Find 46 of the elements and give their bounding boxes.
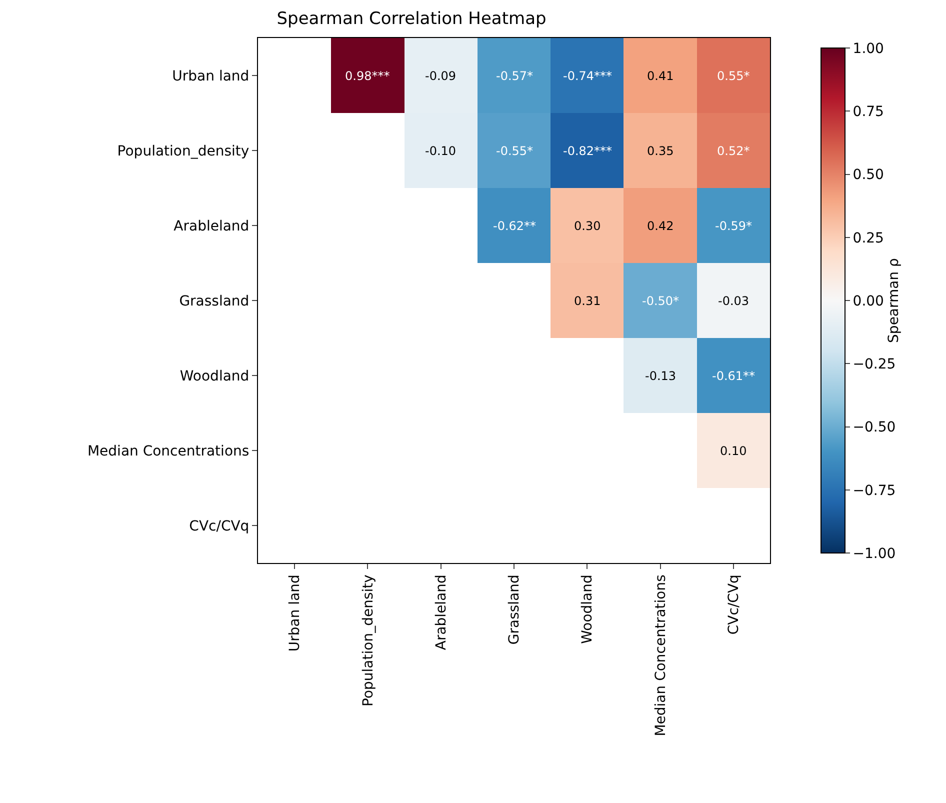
y-tick-label: Median Concentrations — [87, 443, 250, 460]
x-tick-label: Arableland — [433, 574, 450, 650]
data-label: 0.98*** — [345, 69, 390, 83]
x-tick-label: Urban land — [287, 574, 304, 652]
color-bar-label: −0.25 — [852, 356, 896, 373]
color-bar-label: 0.75 — [852, 104, 884, 120]
data-label: -0.82*** — [563, 144, 612, 158]
x-tick-label: Woodland — [580, 574, 596, 644]
color-bar-label: 0.00 — [852, 293, 884, 310]
data-label: -0.09 — [425, 69, 456, 83]
data-label: -0.03 — [718, 294, 750, 308]
color-bar-label: −0.75 — [852, 482, 896, 499]
x-tick-label: Grassland — [506, 574, 523, 645]
y-tick-label: Woodland — [180, 368, 250, 384]
data-label: 0.35 — [647, 144, 674, 158]
data-label: -0.62** — [493, 219, 536, 233]
data-label: -0.50* — [642, 294, 680, 308]
y-tick-label: Population_density — [117, 143, 250, 160]
color-bar-label: 0.50 — [852, 167, 884, 184]
data-label: 0.30 — [574, 219, 601, 233]
data-label: 0.55* — [717, 69, 750, 83]
data-label: -0.61** — [712, 369, 756, 383]
data-label: 0.41 — [647, 69, 674, 83]
chart-title: Spearman Correlation Heatmap — [276, 8, 546, 29]
data-label: -0.55* — [496, 144, 534, 158]
color-bar-title: Spearman ρ — [886, 258, 902, 343]
x-tick-label: Population_density — [360, 574, 376, 706]
color-bar-label: −1.00 — [852, 546, 896, 562]
x-tick-label: CVc/CVq — [726, 574, 742, 635]
y-tick-label: Grassland — [179, 293, 250, 310]
data-label: 0.52* — [717, 144, 750, 158]
y-tick-label: Arableland — [174, 218, 250, 234]
data-label: -0.57* — [496, 69, 534, 83]
y-tick-label: Urban land — [172, 68, 250, 84]
color-bar-label: 1.00 — [852, 40, 884, 57]
x-tick-label: Median Concentrations — [652, 574, 669, 736]
color-bar-label: −0.50 — [852, 420, 896, 436]
data-label: 0.42 — [647, 219, 674, 233]
data-label: -0.10 — [425, 144, 456, 158]
data-label: 0.10 — [720, 444, 747, 458]
data-label: -0.74*** — [563, 69, 612, 83]
data-label: -0.59* — [715, 219, 752, 233]
data-label: -0.13 — [645, 369, 676, 383]
y-tick-label: CVc/CVq — [189, 518, 250, 534]
data-label: 0.31 — [574, 294, 601, 308]
color-bar-label: 0.25 — [852, 230, 884, 246]
